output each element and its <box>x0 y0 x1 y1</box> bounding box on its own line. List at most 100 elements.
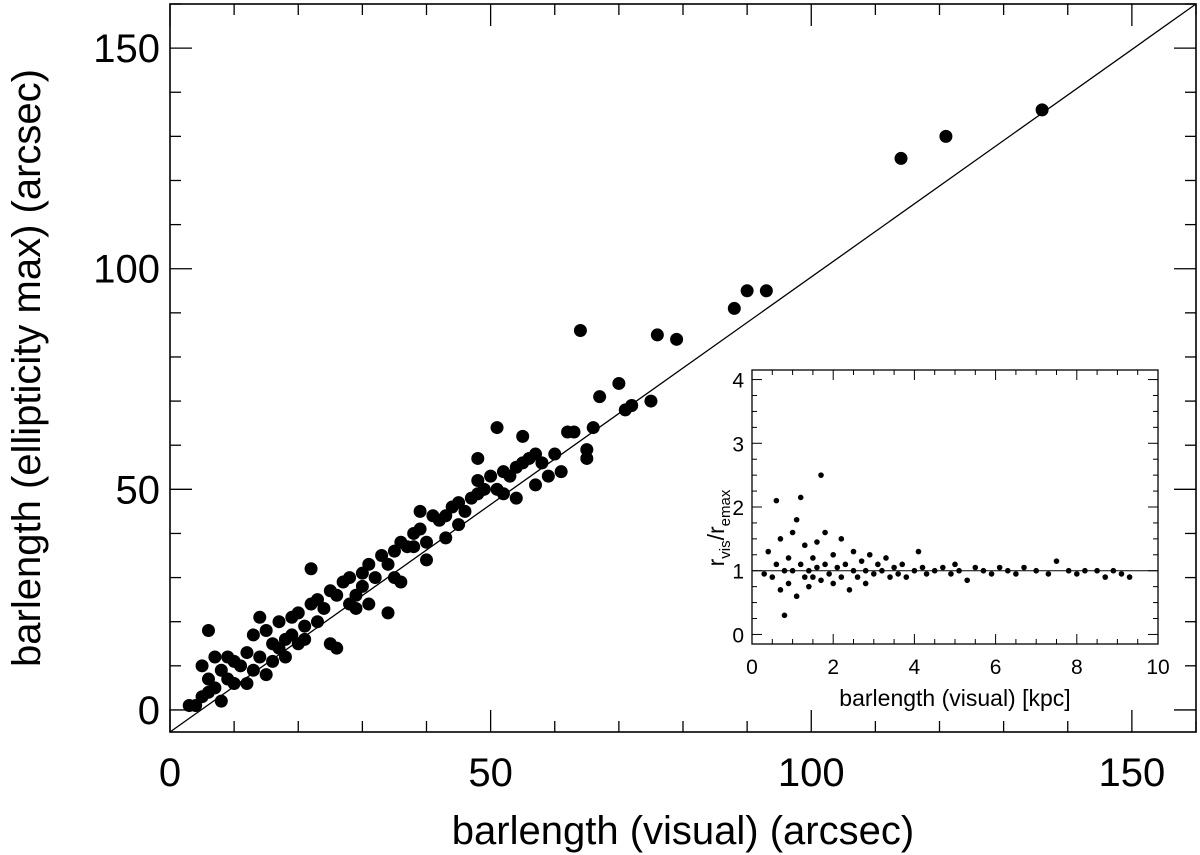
data-point <box>452 518 466 532</box>
data-point <box>490 421 504 435</box>
data-point <box>911 567 918 574</box>
data-point <box>278 650 292 664</box>
data-point <box>259 668 273 682</box>
x-tick-label: 8 <box>1071 656 1083 679</box>
data-point <box>1004 567 1011 574</box>
data-point <box>899 561 906 568</box>
inset-tick-labels: 0 2 4 6 8 10 0 1 2 3 4 <box>732 370 1169 679</box>
data-point <box>801 542 808 549</box>
data-point <box>793 593 800 600</box>
data-point <box>887 574 893 580</box>
data-point <box>214 694 228 708</box>
data-point <box>394 575 408 589</box>
data-point <box>1053 558 1060 564</box>
inset-y-label-sub-vis: vis <box>717 540 734 558</box>
data-point <box>330 641 344 655</box>
data-point <box>1082 567 1088 574</box>
data-point <box>727 301 741 315</box>
data-point <box>253 650 267 664</box>
data-point <box>773 497 780 504</box>
data-point <box>931 567 938 574</box>
data-point <box>879 567 885 574</box>
data-point <box>298 619 312 633</box>
main-x-axis-label: barlength (visual) (arcsec) <box>452 809 914 853</box>
data-point <box>834 564 841 571</box>
data-point <box>355 579 369 593</box>
data-point <box>891 564 897 571</box>
main-data-points <box>182 103 1049 713</box>
data-point <box>496 487 510 501</box>
data-point <box>343 571 357 585</box>
data-point <box>850 567 857 574</box>
data-point <box>781 567 788 574</box>
data-point <box>759 284 773 298</box>
data-point <box>797 561 804 568</box>
data-point <box>471 451 485 465</box>
data-point <box>862 580 869 587</box>
data-point <box>777 536 784 542</box>
data-point <box>291 606 305 620</box>
data-point <box>266 654 280 668</box>
data-point <box>368 571 382 585</box>
data-point <box>1126 574 1133 580</box>
y-tick-label: 2 <box>732 497 744 520</box>
data-point <box>923 571 930 577</box>
data-point <box>1045 571 1052 577</box>
data-point <box>801 574 808 580</box>
data-point <box>253 610 267 624</box>
inset-ticks <box>751 370 1159 644</box>
data-point <box>903 574 910 580</box>
data-point <box>516 429 530 443</box>
data-point <box>420 553 433 567</box>
data-point <box>554 465 568 479</box>
data-point <box>761 571 767 577</box>
data-point <box>625 399 639 413</box>
data-point <box>240 646 254 660</box>
data-point <box>1033 567 1039 574</box>
data-point <box>413 522 427 536</box>
data-point <box>996 564 1003 571</box>
x-tick-label: 50 <box>468 751 513 795</box>
data-point <box>785 555 792 561</box>
data-point <box>806 583 812 590</box>
data-point <box>548 447 562 461</box>
main-y-axis-label: barlength (ellipticity max) (arcsec) <box>5 69 49 667</box>
data-point <box>883 555 889 561</box>
data-point <box>349 601 363 615</box>
inset-y-axis-label: rvis/remax <box>703 489 734 566</box>
inset-x-axis-label: barlength (visual) [kpc] <box>839 685 1070 711</box>
data-point <box>846 587 853 593</box>
data-point <box>612 376 626 390</box>
x-tick-label: 2 <box>827 656 839 679</box>
data-point <box>818 577 824 584</box>
inset-scatter-chart: 0 2 4 6 8 10 0 1 2 3 4 barlength (visual) [kpc] rv… <box>703 369 1170 711</box>
data-point <box>810 555 816 561</box>
data-point <box>940 564 946 571</box>
data-point <box>866 551 873 558</box>
y-tick-label: 100 <box>93 248 160 292</box>
data-point <box>246 663 260 677</box>
data-point <box>915 548 922 555</box>
data-point <box>195 659 209 673</box>
data-point <box>875 561 881 568</box>
data-point <box>858 558 865 564</box>
data-point <box>298 632 312 646</box>
data-point <box>535 456 549 470</box>
data-point <box>810 574 816 580</box>
y-tick-label: 0 <box>138 689 160 733</box>
data-point <box>458 504 472 518</box>
data-point <box>740 284 754 298</box>
data-point <box>362 557 376 571</box>
data-point <box>822 561 828 568</box>
data-point <box>413 504 427 518</box>
data-point <box>838 574 845 580</box>
data-point <box>850 548 857 555</box>
data-point <box>842 561 849 568</box>
data-point <box>381 606 395 620</box>
data-point <box>208 650 222 664</box>
data-point <box>854 574 861 580</box>
data-point <box>580 451 594 465</box>
data-point <box>822 529 828 536</box>
x-tick-label: 100 <box>778 751 845 795</box>
